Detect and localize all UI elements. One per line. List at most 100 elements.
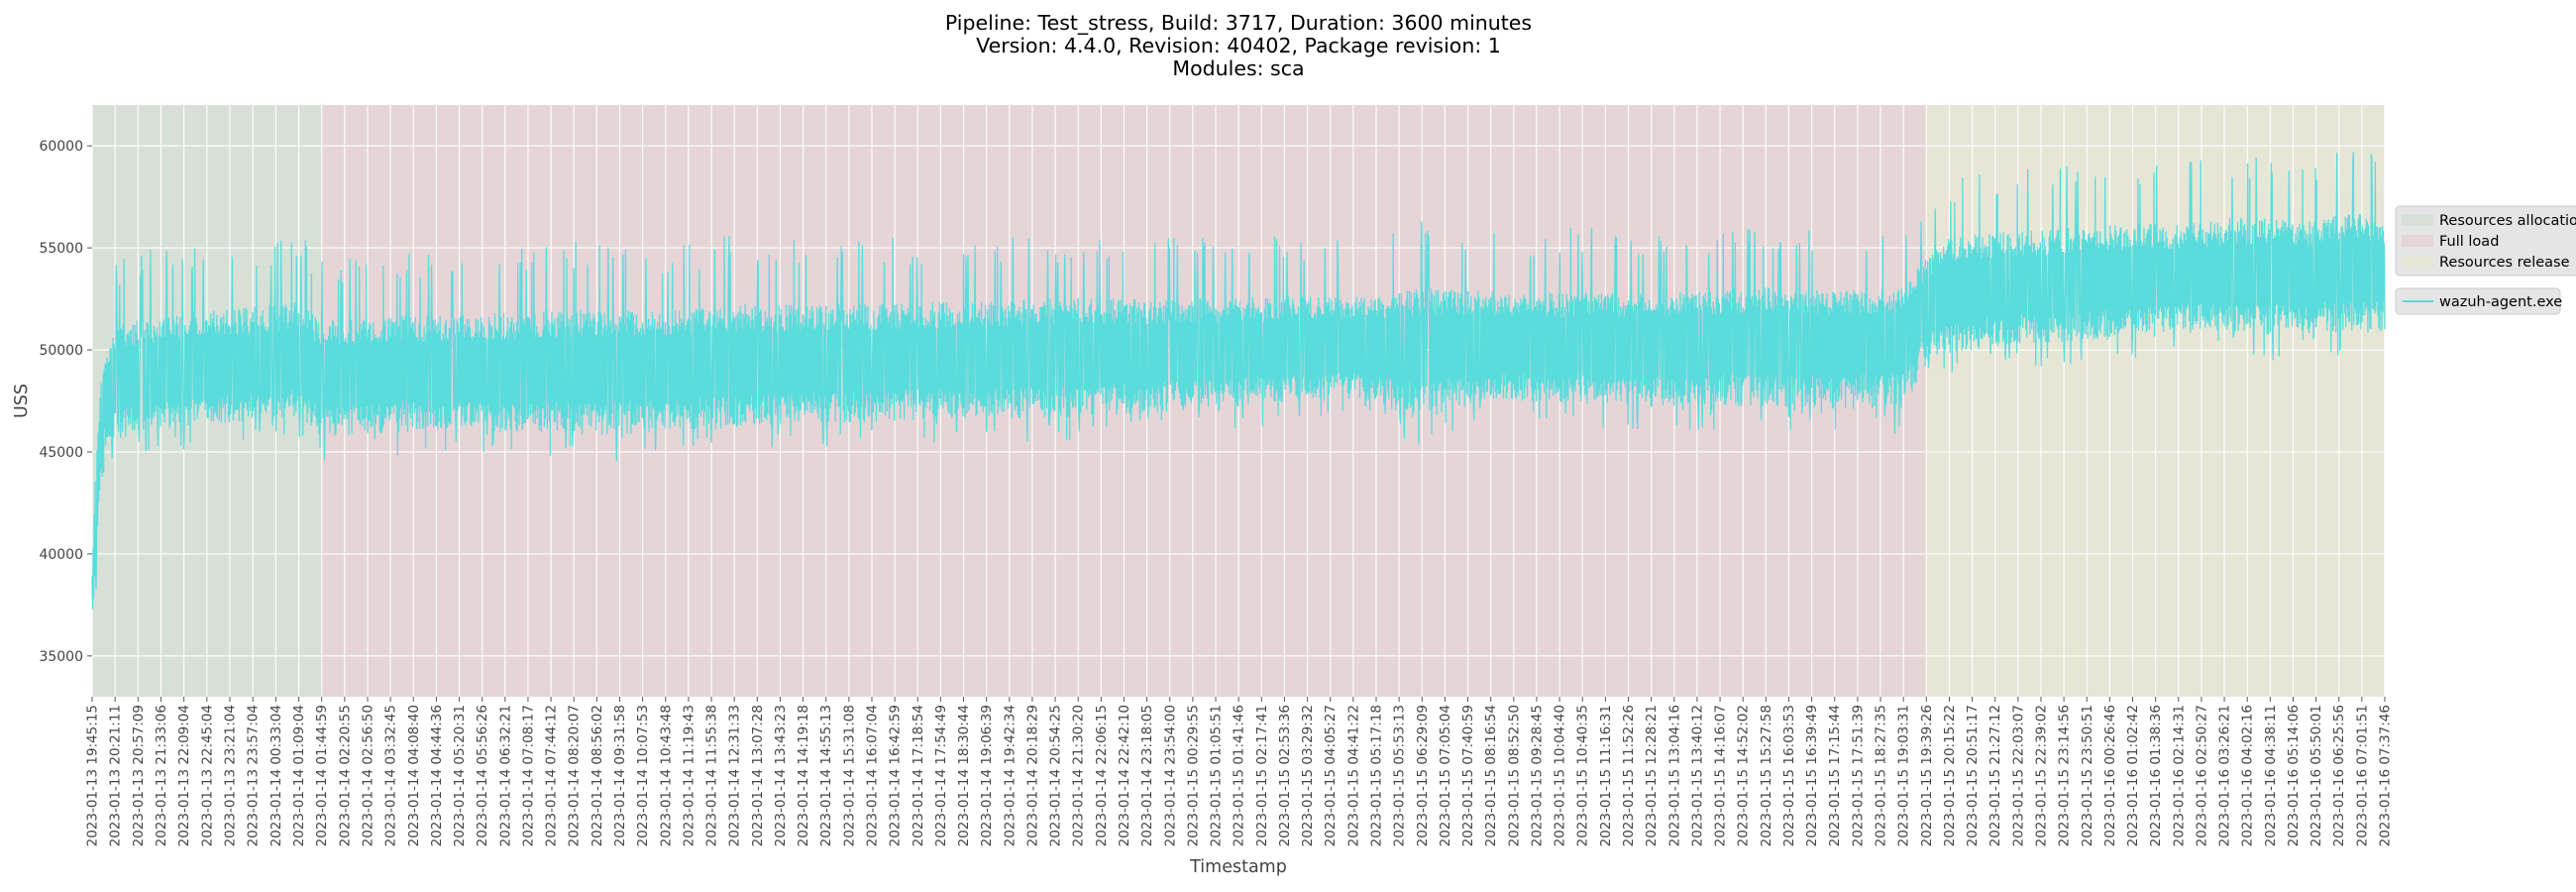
y-tick-label: 35000 bbox=[39, 649, 83, 665]
x-tick-label: 2023-01-13 23:21:04 bbox=[223, 705, 239, 846]
series-line-wazuh-agent bbox=[91, 152, 2386, 610]
x-tick-label: 2023-01-15 04:05:27 bbox=[1323, 705, 1339, 846]
y-axis-label: USS bbox=[12, 384, 32, 418]
x-tick-label: 2023-01-15 09:28:45 bbox=[1529, 705, 1545, 846]
legend-label: Resources release bbox=[2439, 255, 2570, 271]
x-tick-label: 2023-01-14 22:06:15 bbox=[1094, 705, 1110, 846]
title-line-2: Version: 4.4.0, Revision: 40402, Package… bbox=[976, 34, 1501, 57]
x-tick-label: 2023-01-15 22:39:02 bbox=[2033, 705, 2049, 846]
x-tick-label: 2023-01-15 23:14:56 bbox=[2057, 705, 2073, 846]
grid bbox=[91, 105, 2386, 697]
x-tick-label: 2023-01-15 20:15:22 bbox=[1942, 705, 1958, 846]
x-tick-label: 2023-01-14 08:56:02 bbox=[590, 705, 605, 846]
x-tick-label: 2023-01-14 11:19:43 bbox=[681, 705, 697, 846]
y-tick-label: 50000 bbox=[39, 343, 83, 359]
x-tick-label: 2023-01-13 23:57:04 bbox=[246, 705, 262, 846]
x-tick-label: 2023-01-15 16:39:49 bbox=[1804, 705, 1820, 846]
x-tick-label: 2023-01-14 01:09:04 bbox=[291, 705, 307, 846]
x-tick-label: 2023-01-13 21:33:06 bbox=[154, 705, 169, 846]
x-tick-label: 2023-01-16 02:14:31 bbox=[2171, 705, 2187, 846]
y-tick-label: 55000 bbox=[39, 241, 83, 257]
x-tick-label: 2023-01-15 18:27:35 bbox=[1874, 705, 1889, 846]
x-tick-label: 2023-01-14 18:30:44 bbox=[956, 705, 972, 846]
legend-label: Full load bbox=[2439, 234, 2499, 250]
x-tick-label: 2023-01-14 05:20:31 bbox=[452, 705, 468, 846]
x-tick-label: 2023-01-16 07:01:51 bbox=[2354, 705, 2370, 846]
x-tick-label: 2023-01-13 20:21:11 bbox=[108, 705, 124, 846]
x-tick-label: 2023-01-15 02:53:36 bbox=[1277, 705, 1293, 846]
x-tick-label: 2023-01-16 00:26:46 bbox=[2102, 705, 2118, 846]
legend-patch bbox=[2402, 256, 2433, 268]
legend-patch bbox=[2402, 235, 2433, 247]
x-tick-label: 2023-01-13 22:09:04 bbox=[176, 705, 192, 846]
x-tick-label: 2023-01-15 19:03:31 bbox=[1896, 705, 1912, 846]
y-tick-label: 45000 bbox=[39, 445, 83, 461]
x-tick-label: 2023-01-15 07:05:04 bbox=[1438, 705, 1453, 846]
x-tick-label: 2023-01-13 20:57:09 bbox=[131, 705, 147, 846]
x-tick-label: 2023-01-15 19:39:26 bbox=[1919, 705, 1935, 846]
x-tick-label: 2023-01-14 12:31:33 bbox=[727, 705, 743, 846]
x-tick-label: 2023-01-16 04:38:11 bbox=[2263, 705, 2279, 846]
x-tick-label: 2023-01-15 06:29:09 bbox=[1415, 705, 1431, 846]
x-tick-label: 2023-01-15 01:41:46 bbox=[1232, 705, 1247, 846]
y-axis: 35000 40000 45000 50000 55000 60000 bbox=[39, 139, 92, 665]
y-tick-label: 40000 bbox=[39, 547, 83, 563]
x-tick-label: 2023-01-15 11:16:31 bbox=[1598, 705, 1614, 846]
x-tick-label: 2023-01-15 20:51:17 bbox=[1965, 705, 1981, 846]
x-tick-label: 2023-01-14 17:18:54 bbox=[911, 705, 926, 846]
x-tick-label: 2023-01-15 00:29:55 bbox=[1185, 705, 1201, 846]
x-tick-label: 2023-01-16 05:14:06 bbox=[2286, 705, 2302, 846]
x-tick-label: 2023-01-14 07:44:12 bbox=[544, 705, 560, 846]
x-tick-label: 2023-01-14 03:32:45 bbox=[383, 705, 399, 846]
x-tick-label: 2023-01-14 21:30:20 bbox=[1071, 705, 1087, 846]
x-tick-label: 2023-01-15 21:27:12 bbox=[1987, 705, 2003, 846]
x-tick-label: 2023-01-14 16:42:59 bbox=[888, 705, 904, 846]
x-tick-label: 2023-01-15 03:29:32 bbox=[1300, 705, 1316, 846]
x-tick-label: 2023-01-15 01:05:51 bbox=[1209, 705, 1225, 846]
title-line-1: Pipeline: Test_stress, Build: 3717, Dura… bbox=[945, 11, 1532, 36]
x-tick-label: 2023-01-14 22:42:10 bbox=[1117, 705, 1132, 846]
x-tick-label: 2023-01-14 07:08:17 bbox=[520, 705, 536, 846]
x-tick-label: 2023-01-14 10:43:48 bbox=[658, 705, 674, 846]
x-tick-label: 2023-01-13 19:45:15 bbox=[85, 705, 101, 846]
x-tick-label: 2023-01-14 23:54:00 bbox=[1162, 705, 1178, 846]
x-tick-label: 2023-01-14 20:18:29 bbox=[1024, 705, 1040, 846]
legend-series: wazuh-agent.exe bbox=[2395, 287, 2562, 315]
x-tick-label: 2023-01-14 23:18:05 bbox=[1139, 705, 1155, 846]
y-tick-label: 60000 bbox=[39, 139, 83, 155]
x-tick-label: 2023-01-14 13:07:28 bbox=[750, 705, 766, 846]
x-tick-label: 2023-01-14 02:20:55 bbox=[337, 705, 353, 846]
x-tick-label: 2023-01-15 12:28:21 bbox=[1644, 705, 1660, 846]
x-tick-label: 2023-01-14 01:44:59 bbox=[314, 705, 330, 846]
x-tick-label: 2023-01-14 14:19:18 bbox=[796, 705, 811, 846]
x-tick-label: 2023-01-14 04:44:36 bbox=[429, 705, 445, 846]
x-tick-label: 2023-01-15 15:27:58 bbox=[1759, 705, 1774, 846]
legend-patch bbox=[2402, 214, 2433, 226]
x-tick-label: 2023-01-13 22:45:04 bbox=[199, 705, 215, 846]
x-tick-label: 2023-01-16 04:02:16 bbox=[2240, 705, 2256, 846]
x-tick-label: 2023-01-15 05:17:18 bbox=[1368, 705, 1384, 846]
x-tick-label: 2023-01-14 11:55:38 bbox=[704, 705, 720, 846]
chart-title: Pipeline: Test_stress, Build: 3717, Dura… bbox=[945, 11, 1532, 80]
x-tick-label: 2023-01-16 03:26:21 bbox=[2217, 705, 2233, 846]
x-tick-label: 2023-01-14 13:43:23 bbox=[773, 705, 789, 846]
x-tick-label: 2023-01-16 01:38:36 bbox=[2148, 705, 2164, 846]
x-tick-label: 2023-01-15 17:15:44 bbox=[1827, 705, 1843, 846]
x-tick-label: 2023-01-15 13:04:16 bbox=[1666, 705, 1682, 846]
x-tick-label: 2023-01-15 05:53:13 bbox=[1392, 705, 1408, 846]
x-tick-label: 2023-01-15 02:17:41 bbox=[1254, 705, 1270, 846]
x-tick-label: 2023-01-15 08:16:54 bbox=[1483, 705, 1499, 846]
legend-phases-box bbox=[2395, 205, 2576, 277]
x-axis: 2023-01-13 19:45:15 2023-01-13 20:21:11 20… bbox=[85, 697, 2394, 846]
x-tick-label: 2023-01-14 09:31:58 bbox=[612, 705, 628, 846]
x-tick-label: 2023-01-15 14:52:02 bbox=[1736, 705, 1752, 846]
x-tick-label: 2023-01-15 11:52:26 bbox=[1621, 705, 1637, 846]
x-tick-label: 2023-01-16 05:50:01 bbox=[2308, 705, 2324, 846]
x-tick-label: 2023-01-14 00:33:04 bbox=[268, 705, 284, 846]
x-tick-label: 2023-01-14 10:07:53 bbox=[635, 705, 651, 846]
x-tick-label: 2023-01-15 14:16:07 bbox=[1713, 705, 1729, 846]
x-tick-label: 2023-01-16 07:37:46 bbox=[2378, 705, 2394, 846]
x-tick-label: 2023-01-14 15:31:08 bbox=[841, 705, 857, 846]
x-tick-label: 2023-01-14 17:54:49 bbox=[933, 705, 949, 846]
series-layer bbox=[91, 152, 2386, 610]
